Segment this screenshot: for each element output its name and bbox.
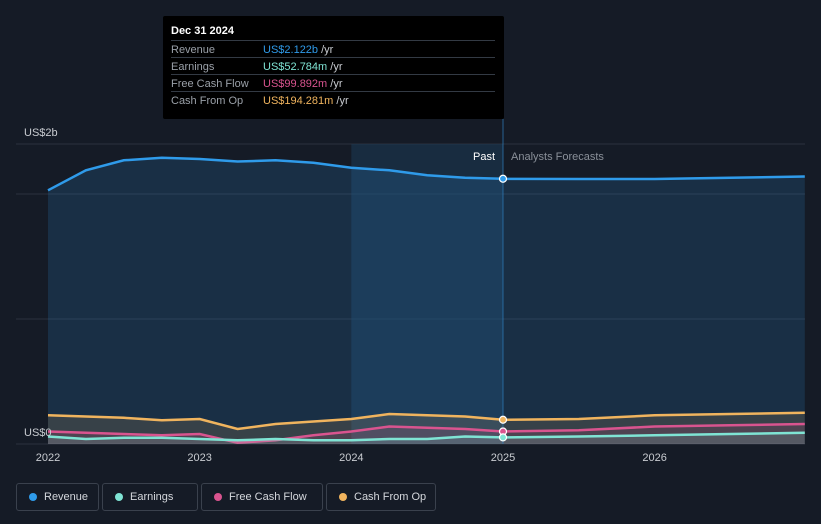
legend-dot-icon xyxy=(29,493,37,501)
tooltip-label: Free Cash Flow xyxy=(171,78,249,90)
x-tick-label: 2023 xyxy=(187,452,211,464)
data-point-marker xyxy=(498,433,508,442)
legend-dot-icon xyxy=(115,493,123,501)
legend-item-cash-from-op[interactable]: Cash From Op xyxy=(326,483,436,511)
series-line-free-cash-flow xyxy=(47,422,805,445)
legend-item-revenue[interactable]: Revenue xyxy=(16,483,99,511)
x-tick-label: 2024 xyxy=(339,452,363,464)
tooltip-value-number: US$52.784m xyxy=(263,61,328,73)
past-highlight-band xyxy=(351,144,503,444)
legend-dot-icon xyxy=(214,493,222,501)
legend-dot-icon xyxy=(339,493,347,501)
tooltip-row-revenue: Revenue US$2.122b /yr xyxy=(171,40,495,58)
tooltip-value-number: US$2.122b xyxy=(263,44,319,56)
revenue-earnings-chart: US$2b US$0 Past Analysts Forecasts 2022 2023 2… xyxy=(16,119,805,464)
series-line-earnings xyxy=(47,431,805,442)
past-label: Past xyxy=(473,151,495,163)
tooltip-value: US$2.122b /yr xyxy=(263,44,333,56)
legend-label: Cash From Op xyxy=(354,491,427,503)
tooltip-value: US$52.784m /yr xyxy=(263,61,343,73)
x-tick-label: 2026 xyxy=(642,452,666,464)
series-line-cash-from-op xyxy=(47,411,805,431)
tooltip-value: US$99.892m /yr xyxy=(263,78,343,90)
tooltip-unit: /yr xyxy=(330,61,343,73)
tooltip-date: Dec 31 2024 xyxy=(171,25,234,37)
tooltip-value-number: US$194.281m xyxy=(263,95,334,107)
legend-label: Free Cash Flow xyxy=(229,491,307,503)
tooltip-value-number: US$99.892m xyxy=(263,78,328,90)
tooltip-label: Cash From Op xyxy=(171,95,244,107)
tooltip-row-free-cash-flow: Free Cash Flow US$99.892m /yr xyxy=(171,74,495,92)
tooltip-unit: /yr xyxy=(336,95,349,107)
x-tick-label: 2022 xyxy=(36,452,60,464)
y-axis-top-label: US$2b xyxy=(24,127,58,139)
tooltip-row-cash-from-op: Cash From Op US$194.281m /yr xyxy=(171,91,495,109)
series-area-revenue xyxy=(48,157,805,445)
tooltip-unit: /yr xyxy=(330,78,343,90)
data-point-marker xyxy=(498,174,508,183)
data-point-marker xyxy=(498,415,508,424)
tooltip: Dec 31 2024 Revenue US$2.122b /yr Earnin… xyxy=(163,16,504,119)
tooltip-label: Earnings xyxy=(171,61,215,73)
tooltip-unit: /yr xyxy=(321,44,334,56)
forecast-label: Analysts Forecasts xyxy=(511,151,604,163)
tooltip-label: Revenue xyxy=(171,44,216,56)
series-line-revenue xyxy=(47,156,805,192)
y-axis-zero-label: US$0 xyxy=(24,427,52,439)
tooltip-row-earnings: Earnings US$52.784m /yr xyxy=(171,57,495,75)
x-tick-label: 2025 xyxy=(491,452,515,464)
legend-item-earnings[interactable]: Earnings xyxy=(102,483,198,511)
legend-label: Revenue xyxy=(44,491,89,503)
tooltip-value: US$194.281m /yr xyxy=(263,95,349,107)
legend-item-free-cash-flow[interactable]: Free Cash Flow xyxy=(201,483,323,511)
legend-label: Earnings xyxy=(130,491,174,503)
